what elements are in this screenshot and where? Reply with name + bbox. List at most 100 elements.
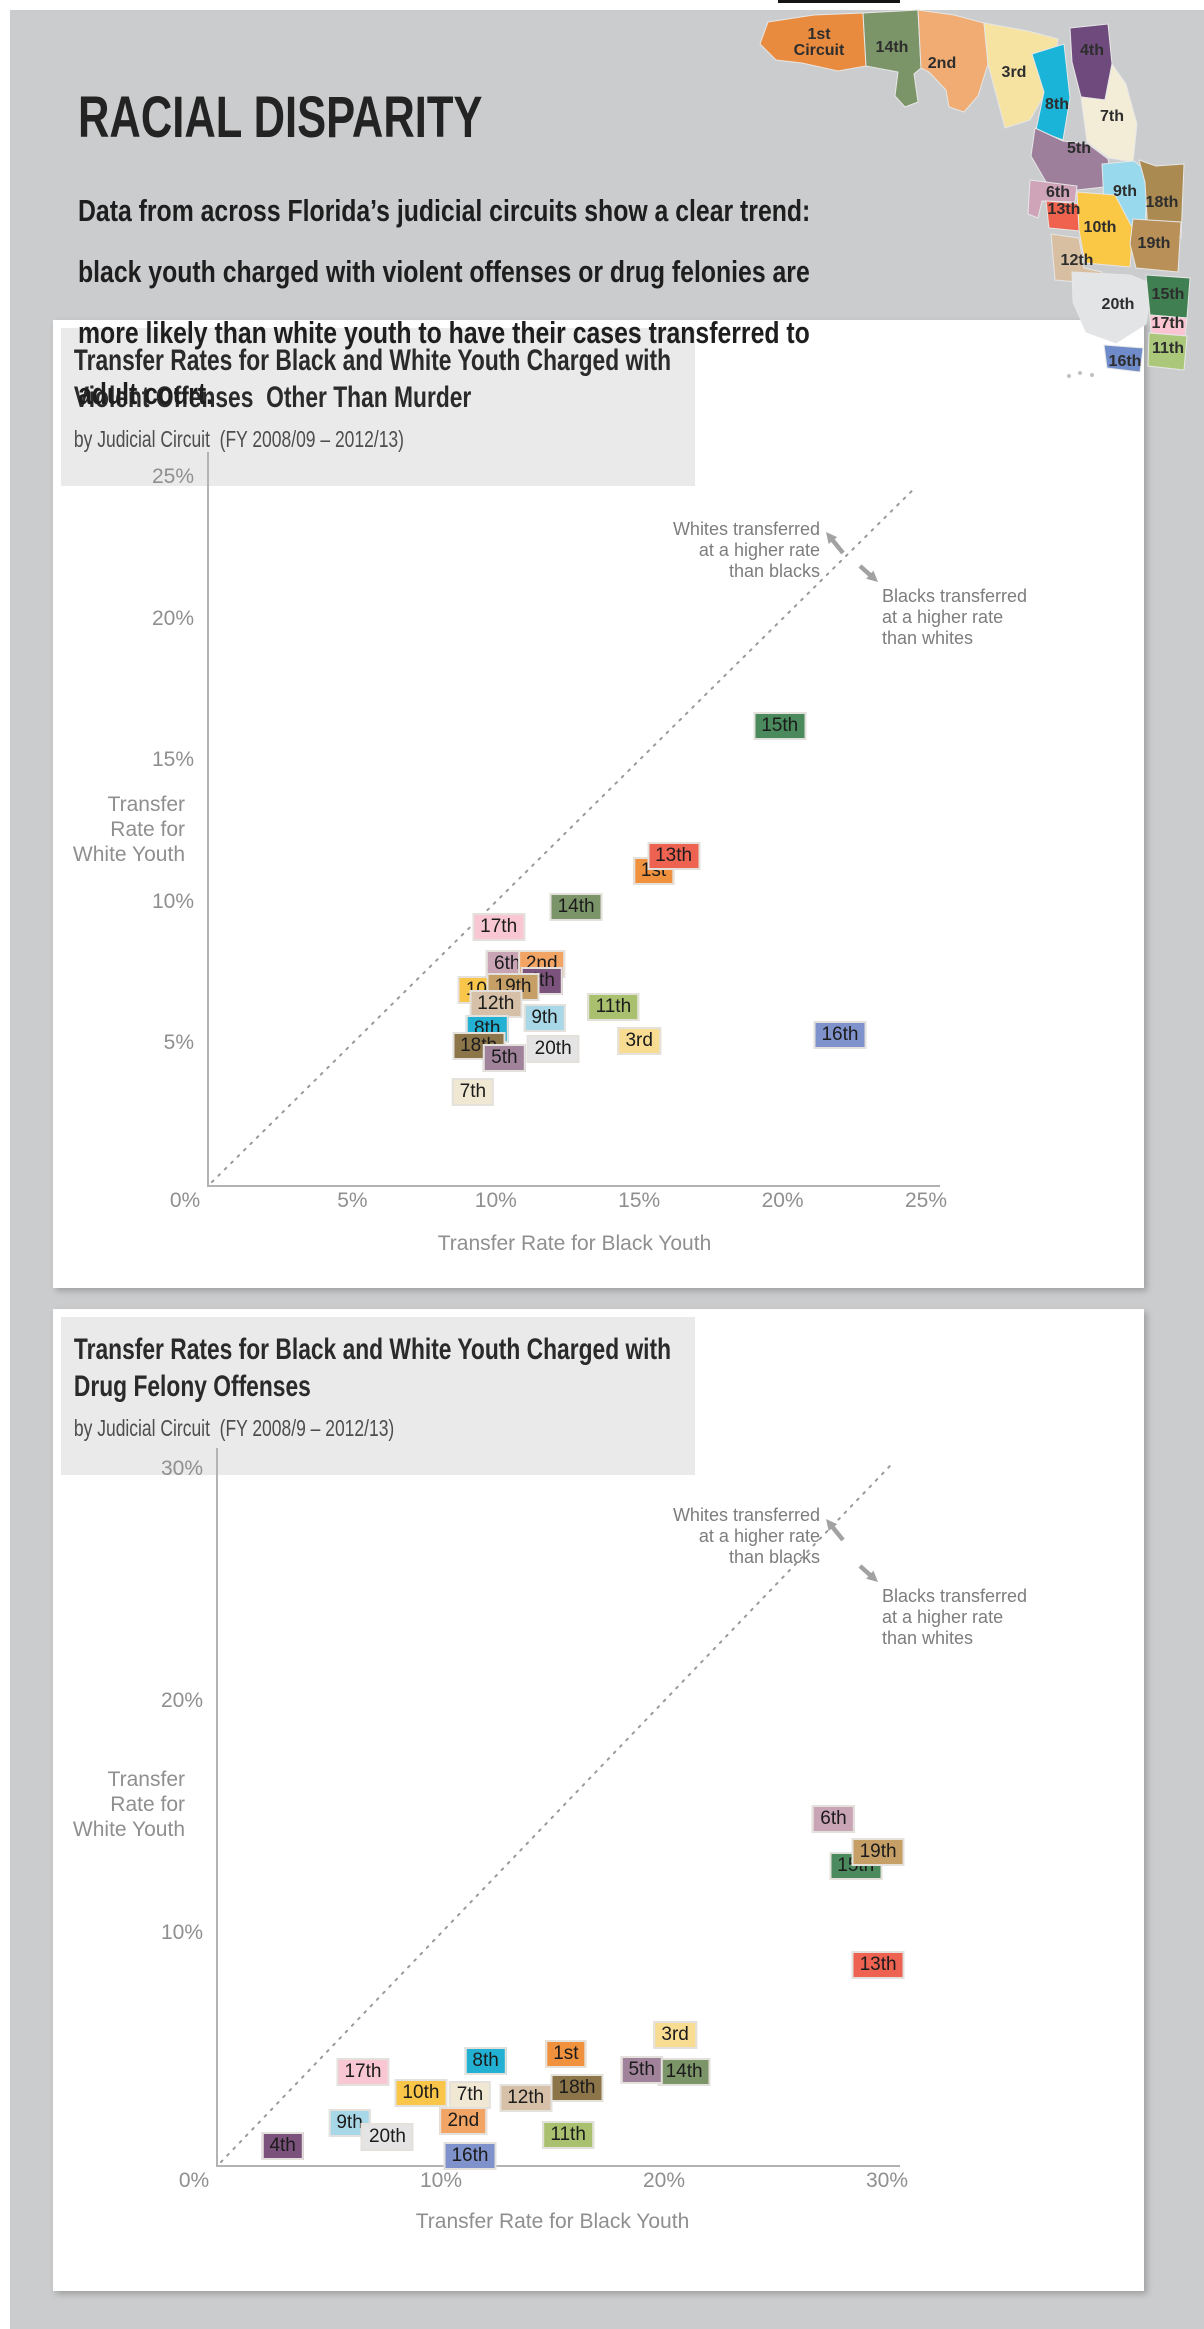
data-point-17th: 17th [336,2058,390,2087]
map-region-7th [1080,62,1138,163]
map-label-10th: 10th [1084,219,1117,236]
x-tick-label: 10% [419,2169,463,2192]
annotation-arrow [828,1522,845,1542]
cropped-rule-decoration [778,0,900,3]
annotation-whites-higher: Whites transferred at a higher rate than… [672,519,820,581]
data-point-11th: 11th [587,992,640,1021]
map-region-20th [1071,271,1153,344]
map-region-6th [1027,179,1078,219]
map-label-7th: 7th [1100,108,1124,125]
map-label-15th: 15th [1152,286,1185,303]
map-label-16th: 16th [1109,353,1142,370]
chart-violent-offenses: Transfer Rates for Black and White Youth… [53,320,1144,1288]
data-point-13th: 13th [647,842,701,871]
x-tick-label: 30% [865,2169,909,2192]
map-label-2nd: 2nd [928,55,956,72]
x-tick-label: 15% [618,1189,661,1212]
data-point-12th: 12th [499,2083,553,2112]
x-tick-label: 0% [169,1189,201,1212]
chart-header: Transfer Rates for Black and White Youth… [61,328,695,486]
map-label-8th: 8th [1045,96,1069,113]
data-point-2nd: 2nd [439,2106,488,2135]
data-point-3rd: 3rd [653,2021,697,2050]
y-tick-label: 20% [151,606,194,630]
data-point-6th: 6th [812,1805,855,1834]
map-label-18th: 18th [1146,194,1179,211]
y-axis-title: Transfer Rate for White Youth [72,793,185,866]
annotation-arrowhead [826,1519,838,1532]
chart-header: Transfer Rates for Black and White Youth… [61,1317,695,1475]
equal-rate-diagonal [211,490,913,1183]
y-tick-label: 30% [160,1457,203,1480]
map-label-5th: 5th [1067,140,1091,157]
map-label-12th: 12th [1061,252,1094,269]
data-point-8th: 8th [464,2046,507,2075]
chart-drug-felonies: Transfer Rates for Black and White Youth… [53,1309,1144,2291]
y-tick-label: 5% [163,1031,194,1055]
annotation-whites-higher: Whites transferred at a higher rate than… [672,1505,820,1567]
map-region-2nd [917,9,989,113]
map-label-13th: 13th [1048,201,1081,218]
map-keys-dot [1067,374,1071,378]
data-point-14th: 14th [549,893,603,922]
data-point-20th: 20th [526,1035,580,1064]
map-region-19th [1129,218,1182,273]
map-region-16th [1103,344,1144,373]
map-label-3rd: 3rd [1002,64,1027,81]
data-point-7th: 7th [448,2081,492,2110]
annotation-arrowhead [866,570,878,582]
intro-line: adult court. [78,376,214,411]
data-point-5th: 5th [620,2055,663,2084]
map-region-8th [1031,43,1071,141]
intro-line: more likely than white youth to have the… [78,315,810,350]
annotation-blacks-higher: Blacks transferred at a higher rate than… [882,1586,1028,1648]
map-label-19th: 19th [1138,235,1171,252]
x-tick-label: 25% [904,1189,948,1212]
x-tick-label: 20% [642,2169,686,2192]
x-axis-title: Transfer Rate for Black Youth [415,2210,690,2233]
data-point-15th: 15th [753,712,807,741]
data-point-5th: 5th [483,1043,526,1072]
chart-subtitle: by Judicial Circuit (FY 2008/09 – 2012/1… [73,426,404,452]
data-point-3rd: 3rd [617,1026,661,1055]
intro-paragraph: Data from across Florida’s judicial circ… [78,180,810,424]
florida-judicial-circuits-map: 1st Circuit 14th 2nd 3rd 8th 4th 7th 5th 9th 18th 6… [759,9,1191,378]
data-point-19th: 19th [851,1837,905,1866]
map-label-14th: 14th [876,39,909,56]
intro-line: Data from across Florida’s judicial circ… [78,193,811,228]
map-region-14th [862,9,922,108]
map-label-11th: 11th [1152,340,1184,357]
data-point-10th: 10th [394,2079,448,2108]
annotation-arrow [828,535,845,555]
annotation-arrowhead [826,532,838,545]
data-point-13th: 13th [851,1951,905,1980]
map-label-6th: 6th [1046,184,1070,201]
annotation-blacks-higher: Blacks transferred at a higher rate than… [882,586,1028,648]
data-point-4th: 4th [261,2132,304,2161]
map-region-4th [1069,23,1113,101]
map-label-4th: 4th [1080,42,1104,59]
data-point-20th: 20th [360,2123,414,2152]
annotation-arrowhead [866,1570,878,1582]
map-keys-dot [1090,373,1094,377]
y-tick-label: 10% [160,1921,203,1944]
y-tick-label: 15% [151,748,194,772]
x-tick-label: 20% [761,1189,804,1212]
y-axis-title: Transfer Rate for White Youth [72,1768,185,1841]
data-point-9th: 9th [523,1003,566,1032]
data-point-1st: 1st [545,2039,587,2068]
map-label-17th: 17th [1152,315,1185,332]
annotation-arrow [858,1564,876,1580]
map-label-20th: 20th [1102,296,1135,313]
chart-title: Transfer Rates for Black and White Youth… [73,1333,672,1403]
map-region-10th [1076,191,1134,268]
map-keys-dot [1078,371,1082,375]
intro-line: black youth charged with violent offense… [78,254,810,289]
map-region-18th [1138,159,1185,239]
y-tick-label: 25% [151,465,194,488]
map-region-11th [1147,332,1188,371]
data-point-16th: 16th [813,1020,867,1049]
annotation-arrow [858,564,876,580]
y-tick-label: 10% [151,889,194,913]
chart-subtitle: by Judicial Circuit (FY 2008/9 – 2012/13… [73,1415,395,1441]
